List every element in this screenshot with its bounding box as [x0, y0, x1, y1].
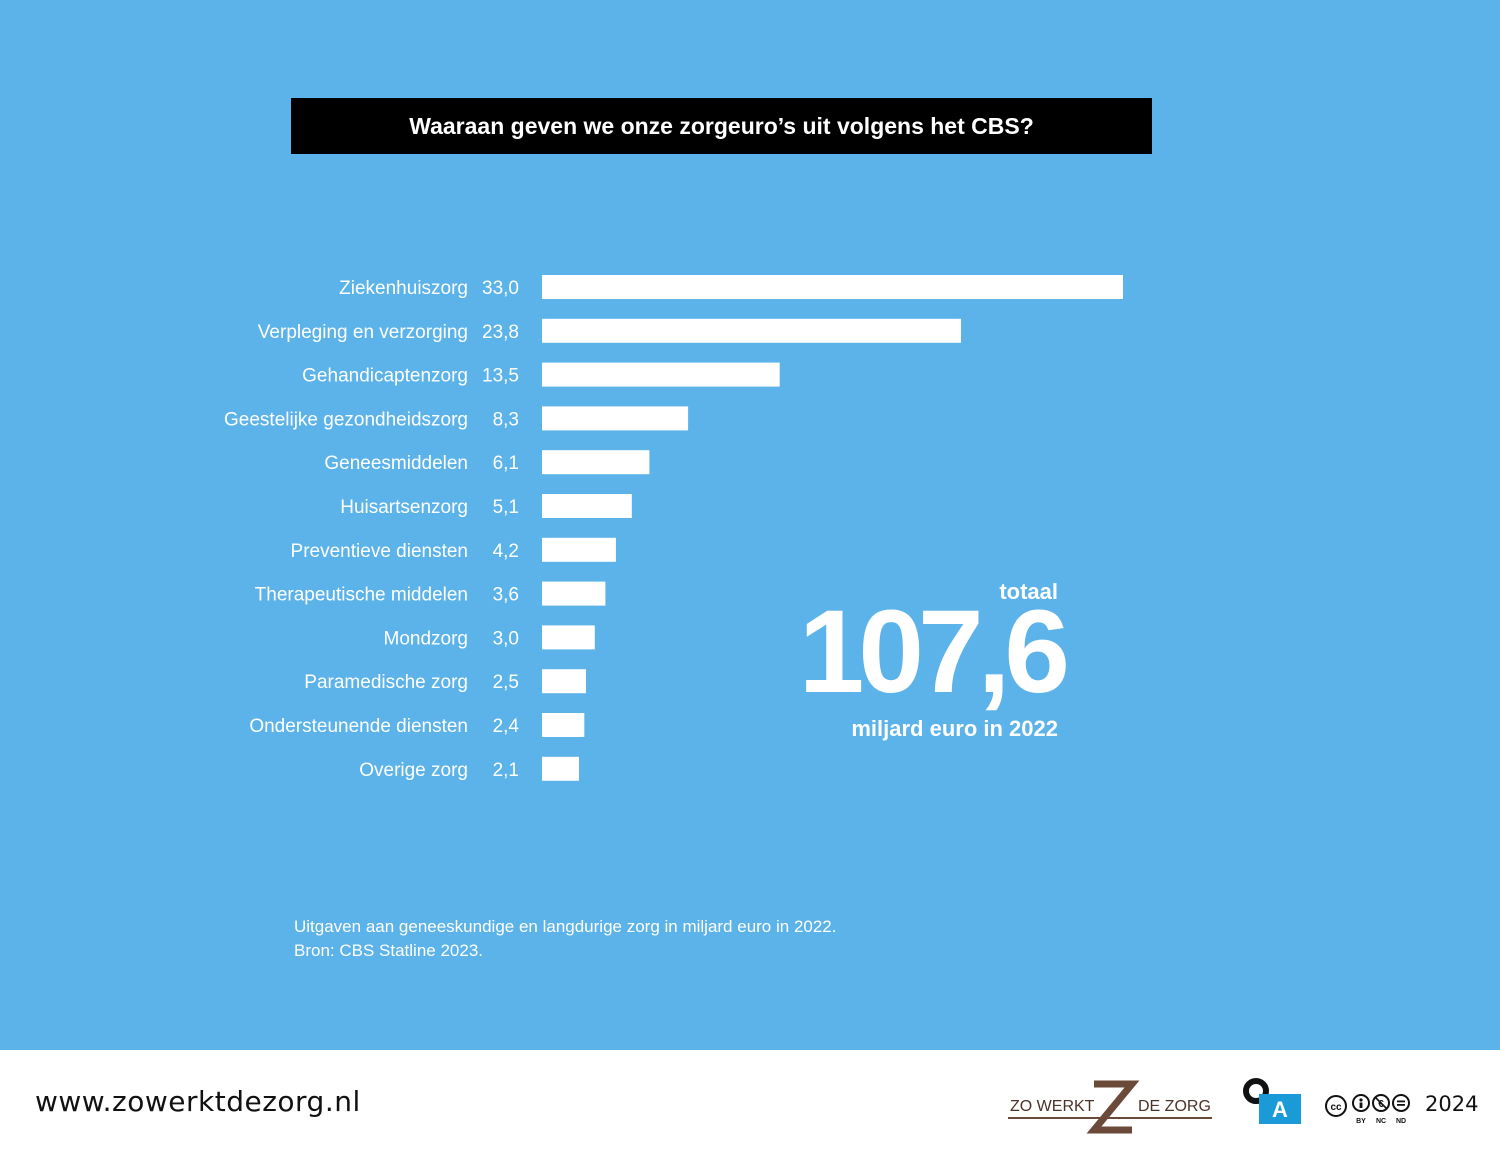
category-label: Therapeutische middelen [255, 585, 468, 606]
category-label: Paramedische zorg [304, 672, 468, 693]
bar [542, 275, 1123, 299]
category-label: Geneesmiddelen [324, 453, 468, 474]
value-label: 3,0 [493, 628, 519, 649]
value-label: 4,2 [493, 541, 519, 562]
total-unit: miljard euro in 2022 [851, 716, 1058, 741]
category-label: Verpleging en verzorging [258, 322, 468, 343]
cc-nd-label: ND [1396, 1118, 1406, 1125]
website-link[interactable]: www.zowerktdezorg.nl [35, 1085, 361, 1118]
copyright-year: 2024 [1425, 1092, 1479, 1116]
logo-text-right: DE ZORG [1138, 1098, 1211, 1115]
chart-source: Bron: CBS Statline 2023. [294, 941, 484, 960]
category-label: Ziekenhuiszorg [339, 278, 468, 299]
bar [542, 669, 586, 694]
cc-nc-label: NC [1376, 1118, 1386, 1125]
bar [542, 756, 579, 781]
value-label: 23,8 [482, 322, 519, 343]
bar-chart: Ziekenhuiszorg 33,0 Verpleging en verzorgi… [224, 275, 1123, 781]
category-label: Preventieve diensten [291, 541, 468, 562]
bar [542, 537, 616, 562]
oa-letter: A [1272, 1097, 1288, 1122]
total-value: 107,6 [798, 586, 1070, 718]
zo-werkt-de-zorg-logo: ZO WERKT DE ZORG [1008, 1080, 1212, 1134]
bar [542, 713, 585, 737]
cc-by-label: BY [1356, 1118, 1366, 1125]
value-label: 33,0 [482, 278, 519, 299]
value-label: 5,1 [493, 497, 519, 518]
chart-description: Uitgaven aan geneeskundige en langdurige… [294, 917, 837, 936]
open-access-logo: A [1243, 1078, 1303, 1124]
category-label: Gehandicaptenzorg [302, 366, 468, 387]
category-label: Mondzorg [384, 628, 469, 649]
chart-title: Waaraan geven we onze zorgeuro’s uit vol… [291, 98, 1152, 154]
bar [542, 494, 632, 518]
bar [542, 625, 595, 650]
category-label: Geestelijke gezondheidszorg [224, 409, 468, 430]
value-label: 2,4 [493, 716, 520, 737]
svg-text:cc: cc [1330, 1102, 1342, 1113]
category-label: Huisartsenzorg [340, 497, 468, 518]
total-label: totaal [999, 579, 1058, 604]
creative-commons-icon: cc € BY NC ND [1324, 1092, 1416, 1126]
bar [542, 450, 650, 475]
value-label: 8,3 [493, 409, 519, 430]
category-label: Overige zorg [359, 760, 468, 781]
bar [542, 318, 961, 343]
category-label: Ondersteunende diensten [249, 716, 468, 737]
bar [542, 581, 606, 606]
value-label: 3,6 [493, 585, 519, 606]
value-label: 13,5 [482, 366, 519, 387]
value-label: 6,1 [493, 453, 519, 474]
chart-panel [0, 0, 1500, 1050]
chart-title-text: Waaraan geven we onze zorgeuro’s uit vol… [409, 112, 1034, 139]
bar [542, 362, 780, 387]
bar [542, 406, 689, 431]
logo-text-left: ZO WERKT [1010, 1098, 1095, 1115]
value-label: 2,1 [493, 760, 519, 781]
value-label: 2,5 [493, 672, 519, 693]
svg-text:€: € [1378, 1099, 1384, 1110]
